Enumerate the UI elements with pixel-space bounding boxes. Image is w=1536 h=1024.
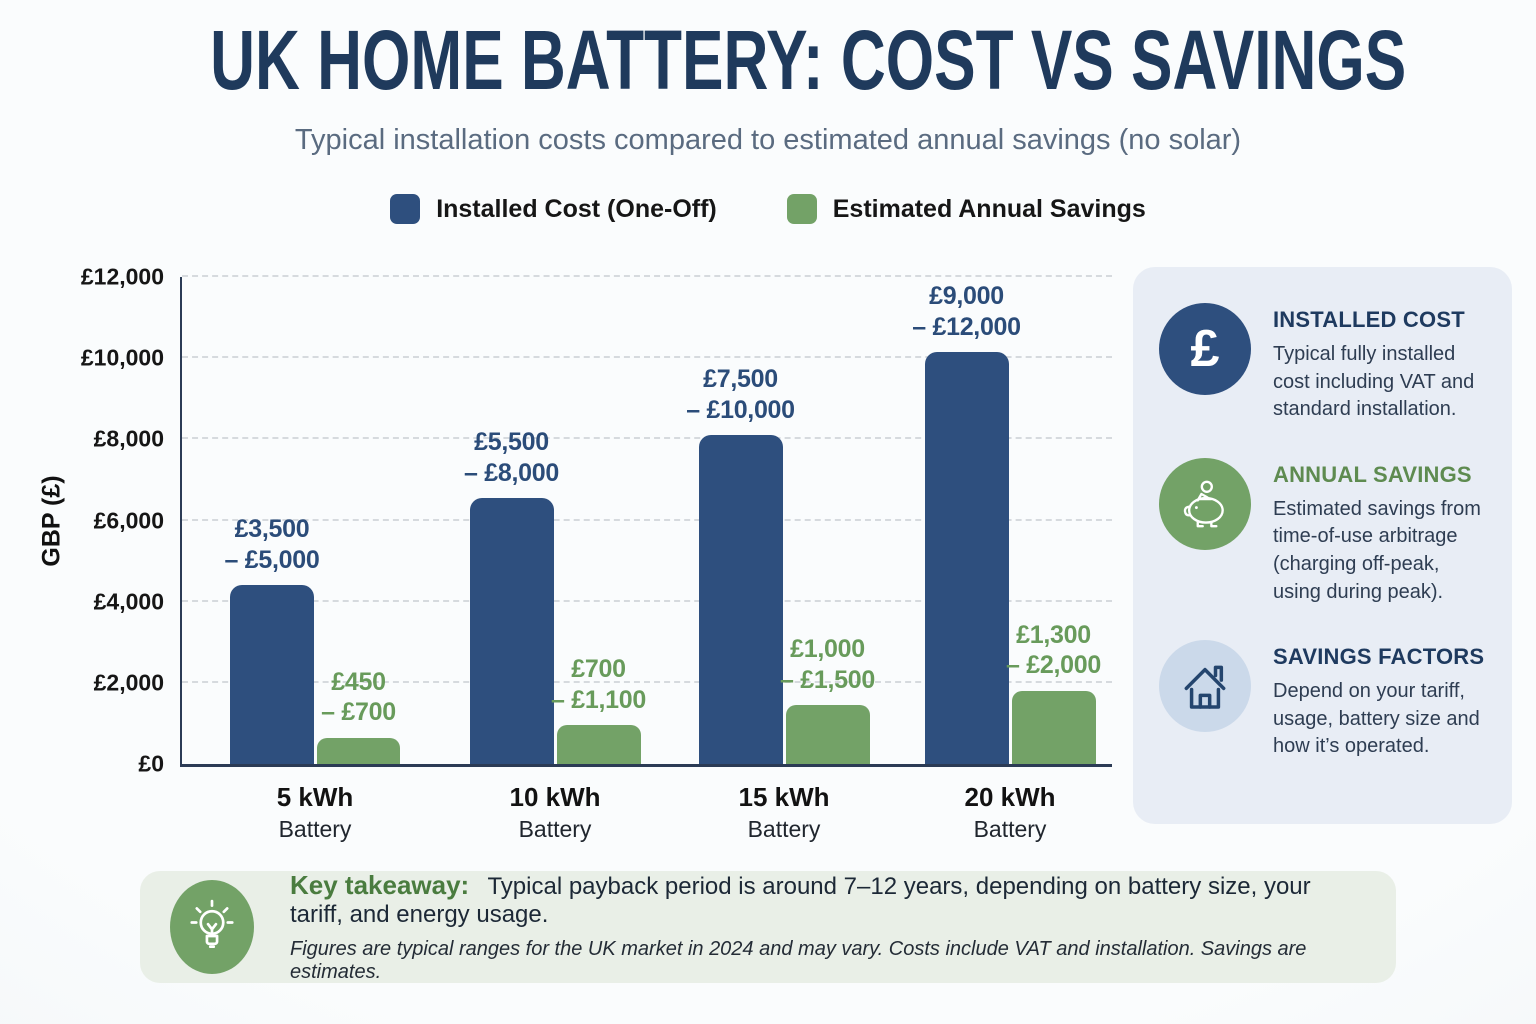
legend: Installed Cost (One-Off) Estimated Annua… [0, 194, 1536, 224]
gridline [182, 275, 1112, 277]
info-heading: INSTALLED COST [1273, 307, 1465, 332]
info-body: Estimated savings from time-of-use arbit… [1273, 497, 1481, 603]
bar-installed-cost: £9,000 – £12,000 [912, 277, 1021, 764]
subtitle: Typical installation costs compared to e… [294, 124, 1242, 156]
bar-group-10kwh: £5,500 – £8,000 £700 – £1,100 [464, 277, 646, 764]
x-label-10kwh: 10 kWh Battery [509, 782, 601, 842]
savings-bar [1011, 690, 1096, 764]
gridline [182, 356, 1112, 359]
savings-bar [556, 725, 641, 764]
bar-annual-savings: £1,000 – £1,500 [780, 277, 875, 764]
page-title: UK HOME BATTERY: COST VS SAVINGS [210, 13, 1407, 107]
bar-group-20kwh: £9,000 – £12,000 £1,300 – £2,000 [912, 277, 1101, 764]
cost-bar [469, 498, 554, 764]
x-label-5kwh: 5 kWh Battery [276, 782, 354, 842]
pound-icon: £ [1159, 303, 1251, 395]
info-item-installed-cost: £ INSTALLED COST Typical fully installed… [1159, 303, 1486, 424]
takeaway-body: Typical payback period is around 7–12 ye… [290, 873, 1311, 928]
bar-value-label: £7,500 – £10,000 [686, 365, 795, 424]
y-tick-label: £10,000 [80, 344, 164, 371]
gridline [182, 518, 1112, 521]
y-axis-title: GBP (£) [37, 474, 66, 567]
bar-value-label: £1,300 – £2,000 [1006, 620, 1101, 680]
legend-item-installed-cost: Installed Cost (One-Off) [390, 194, 717, 224]
x-label-20kwh: 20 kWh Battery [964, 782, 1056, 842]
gridline [182, 437, 1112, 440]
bar-installed-cost: £7,500 – £10,000 [686, 277, 795, 764]
y-tick-label: £4,000 [93, 588, 164, 615]
info-item-savings-factors: SAVINGS FACTORS Depend on your tariff, u… [1159, 640, 1486, 761]
cost-bar [698, 435, 783, 764]
y-tick-label: £0 [138, 750, 164, 777]
savings-bar [785, 705, 870, 764]
bar-installed-cost: £3,500 – £5,000 [225, 277, 320, 764]
info-panel: £ INSTALLED COST Typical fully installed… [1133, 267, 1512, 824]
takeaway-text: Key takeaway: Typical payback period is … [290, 870, 1366, 984]
bar-value-label: £3,500 – £5,000 [224, 515, 320, 574]
bar-chart: GBP (£) £0 £2,000 £4,000 £6,000 £8,000 £10,00… [38, 264, 1112, 842]
x-label-15kwh: 15 kWh Battery [738, 782, 830, 842]
bar-annual-savings: £700 – £1,100 [551, 277, 646, 764]
bar-annual-savings: £450 – £700 [317, 277, 400, 764]
gridline [182, 599, 1112, 602]
info-item-annual-savings: ANNUAL SAVINGS Estimated savings from ti… [1159, 457, 1486, 606]
info-heading: ANNUAL SAVINGS [1273, 461, 1472, 487]
y-tick-label: £2,000 [93, 669, 164, 696]
house-icon [1159, 640, 1251, 733]
bar-value-label: £5,500 – £8,000 [464, 428, 559, 487]
y-tick-label: £12,000 [80, 263, 164, 290]
savings-bar [317, 737, 400, 764]
y-tick-label: £8,000 [93, 425, 164, 452]
bar-value-label: £450 – £700 [321, 667, 396, 727]
bar-value-label: £700 – £1,100 [551, 655, 646, 714]
info-body: Typical fully installed cost including V… [1273, 343, 1475, 421]
bar-value-label: £9,000 – £12,000 [912, 282, 1021, 341]
legend-label-savings: Estimated Annual Savings [832, 194, 1146, 223]
bar-installed-cost: £5,500 – £8,000 [464, 277, 559, 764]
gridline [182, 680, 1112, 683]
info-body: Depend on your tariff, usage, battery si… [1273, 680, 1480, 758]
bar-annual-savings: £1,300 – £2,000 [1006, 277, 1101, 764]
bar-group-15kwh: £7,500 – £10,000 £1,000 – £1,500 [686, 277, 875, 764]
takeaway-heading: Key takeaway: [290, 870, 470, 900]
piggy-bank-icon [1159, 457, 1251, 550]
key-takeaway-banner: Key takeaway: Typical payback period is … [140, 870, 1396, 984]
bar-value-label: £1,000 – £1,500 [780, 635, 875, 694]
bar-group-5kwh: £3,500 – £5,000 £450 – £700 [225, 277, 400, 764]
legend-item-annual-savings: Estimated Annual Savings [786, 194, 1146, 224]
takeaway-footnote: Figures are typical ranges for the UK ma… [290, 938, 1307, 983]
cost-bar [924, 352, 1009, 764]
legend-label-cost: Installed Cost (One-Off) [436, 194, 717, 223]
y-tick-label: £6,000 [93, 507, 164, 533]
savings-swatch-icon [786, 194, 817, 224]
info-heading: SAVINGS FACTORS [1273, 644, 1485, 670]
cost-bar [230, 585, 314, 764]
cost-swatch-icon [390, 194, 421, 224]
lightbulb-icon [170, 880, 254, 974]
